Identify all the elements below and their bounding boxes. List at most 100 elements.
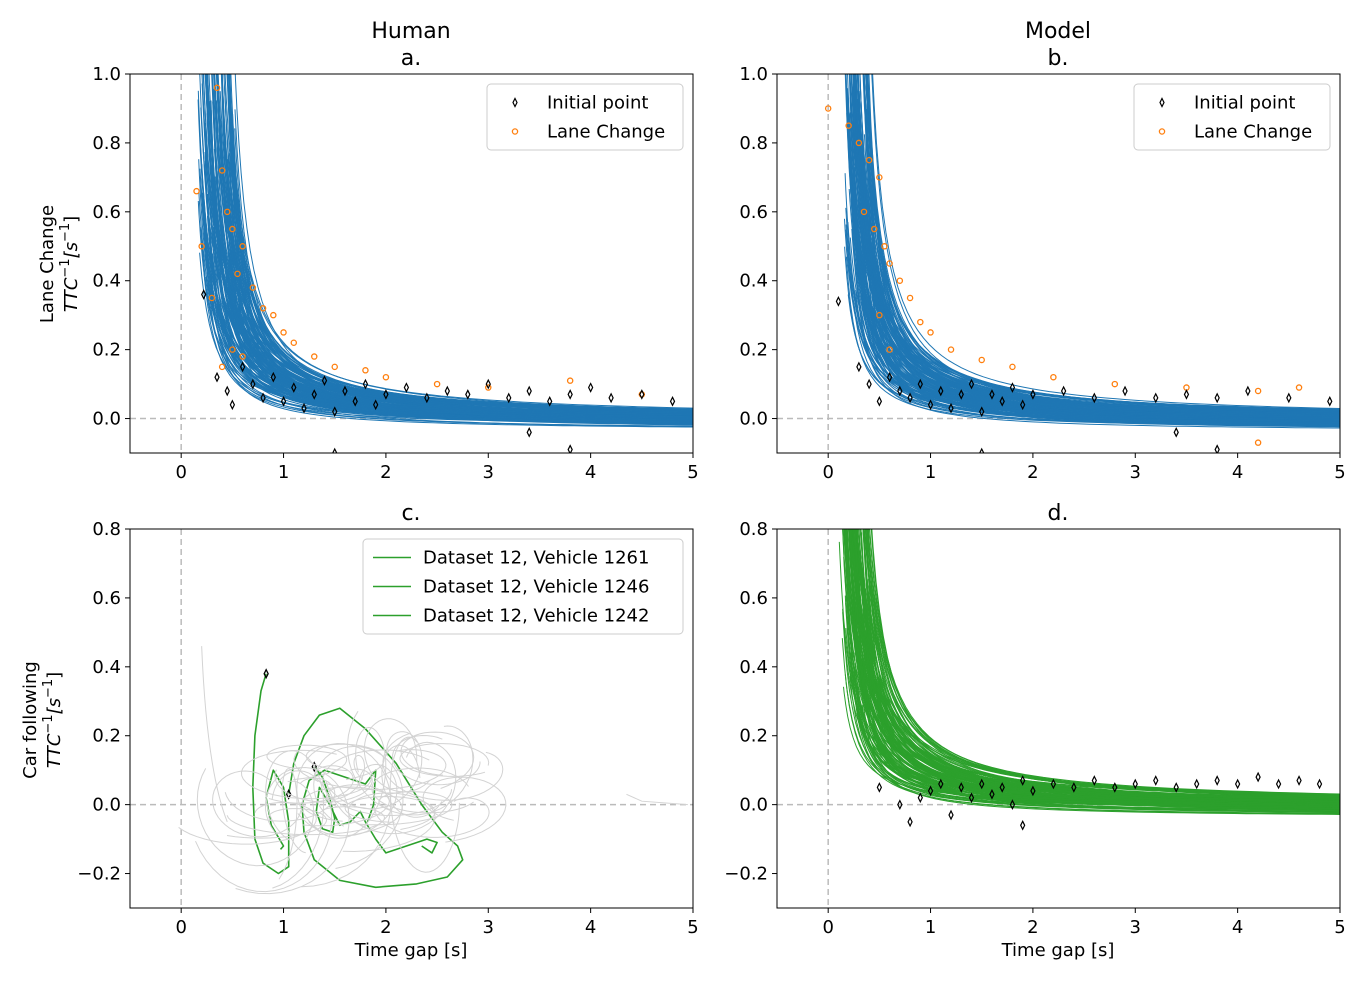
lane-change-marker [865,156,873,164]
initial-point-marker [383,389,389,400]
background-trajectory [240,749,372,800]
trajectory-line [202,196,693,416]
panel-title-d: d. [1048,501,1069,526]
initial-point-marker [917,792,923,804]
trajectory-line [859,641,1340,808]
initial-point-marker [1214,775,1220,786]
trajectory-line [872,74,1340,410]
background-trajectory [178,801,317,845]
plot-area-b [777,74,1340,453]
initial-point-marker [1234,778,1241,790]
legend-a: Initial point Lane Change [486,83,684,151]
y-tick-label: 1.0 [92,64,121,85]
trajectory-line [852,529,1340,800]
initial-point-marker [876,782,883,793]
initial-point-marker [373,399,379,411]
panel-a: 0 1 2 3 4 5 0.0 0.2 0.4 0.6 0.8 1.0 Initial point Lan… [92,64,698,483]
initial-point-marker [301,402,307,414]
legend-label: Lane Change [547,122,665,143]
x-tick-label: 2 [380,462,391,483]
trajectory-line [855,529,1340,797]
initial-point-marker [1112,782,1118,793]
initial-point-marker [567,389,573,400]
initial-point-marker [948,402,954,414]
lane-change-marker [213,84,221,92]
trajectory-line [852,177,1340,426]
background-trajectory [296,742,392,888]
initial-point-marker [835,296,842,307]
trajectory-line [203,74,693,418]
trajectory-line [855,529,1340,797]
initial-point-marker [1060,385,1067,397]
trajectory-line [858,612,1340,806]
trajectory-line [861,580,1340,803]
legend-label: Initial point [547,93,648,114]
x-tick-label: 0 [175,917,186,938]
trajectory-line [204,74,693,412]
row-label-lane-change-line1: Lane Change [37,205,58,323]
legend-circle-swatch [511,128,519,135]
x-tick-label: 0 [822,462,833,483]
x-tick-label: 0 [822,917,833,938]
initial-point-marker [485,378,491,390]
initial-point-marker [639,389,645,400]
legend-label: Lane Change [1194,122,1312,143]
initial-point-marker [1009,799,1016,810]
initial-point-marker [1214,392,1220,404]
background-trajectory [346,710,474,816]
initial-point-marker [979,406,985,417]
legend-label: Dataset 12, Vehicle 1261 [423,548,649,569]
initial-point-marker [1214,444,1220,453]
legend-c: Dataset 12, Vehicle 1261 Dataset 12, Vehi… [362,538,684,635]
lane-change-marker [239,243,246,250]
trajectory-line [842,529,1340,800]
initial-point-marker [1009,382,1016,393]
vehicle-trajectory [252,673,290,875]
trajectory-line [235,171,693,414]
trajectory-line [850,529,1340,797]
background-trajectory [278,768,306,880]
initial-point-marker [1019,399,1026,411]
initial-point-marker [352,395,358,407]
vehicle-trajectory [287,707,464,889]
initial-point-marker [1019,819,1026,831]
trajectory-line [854,74,1340,412]
lane-change-marker [886,346,893,353]
row-label-car-following-line2: TTC−1[s−1] [41,672,65,768]
trajectory-line [855,74,1340,411]
background-trajectory [313,745,404,869]
initial-point-marker [1122,385,1128,397]
initial-point-marker [608,392,614,404]
initial-point-marker [968,792,975,804]
initial-point-marker [1030,785,1036,797]
initial-point-marker [938,385,944,397]
trajectory-line [221,74,693,411]
row-label-lane-change: Lane Change TTC−1[s−1] [37,205,82,323]
legend-label: Dataset 12, Vehicle 1242 [423,606,649,627]
initial-point-marker [886,371,893,383]
trajectory-line [856,529,1340,799]
background-trajectory [301,786,403,837]
y-tick-label: −0.2 [77,864,121,885]
lane-change-marker [229,346,236,353]
background-trajectory [328,731,423,810]
initial-point-marker [321,375,328,386]
lane-change-marker [860,208,868,216]
x-tick-label: 1 [278,462,289,483]
y-tick-label: 0.0 [92,409,121,430]
initial-point-marker [989,389,995,400]
lane-change-marker [917,318,924,326]
initial-point-marker [897,385,903,397]
trajectory-line [224,74,693,413]
initial-point-marker [927,399,934,411]
lane-change-marker [229,225,236,233]
trajectory-line [857,74,1340,412]
initial-point-marker [250,378,256,390]
lane-change-marker [239,353,246,360]
trajectory-line [213,74,693,410]
background-trajectory [201,646,228,823]
trajectory-line [869,529,1340,798]
panel-title-c: c. [401,501,420,526]
x-tick-label: 2 [380,917,391,938]
background-trajectory [422,776,507,843]
